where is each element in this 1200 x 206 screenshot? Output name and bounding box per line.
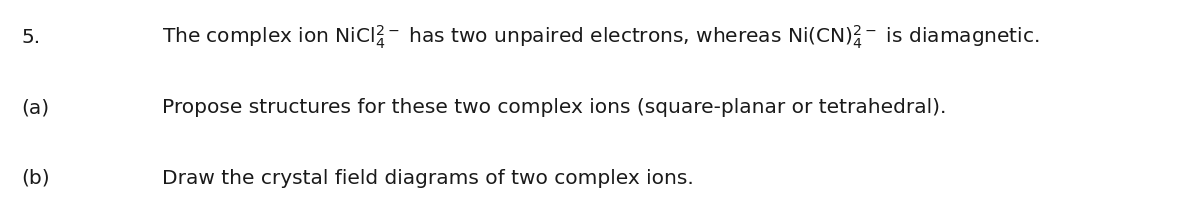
Text: Draw the crystal field diagrams of two complex ions.: Draw the crystal field diagrams of two c… <box>162 168 694 187</box>
Text: (b): (b) <box>22 168 50 187</box>
Text: 5.: 5. <box>22 28 41 47</box>
Text: Propose structures for these two complex ions (square-planar or tetrahedral).: Propose structures for these two complex… <box>162 98 947 117</box>
Text: (a): (a) <box>22 98 49 117</box>
Text: The complex ion NiCl$_4^{2-}$ has two unpaired electrons, whereas Ni(CN)$_4^{2-}: The complex ion NiCl$_4^{2-}$ has two un… <box>162 23 1039 51</box>
